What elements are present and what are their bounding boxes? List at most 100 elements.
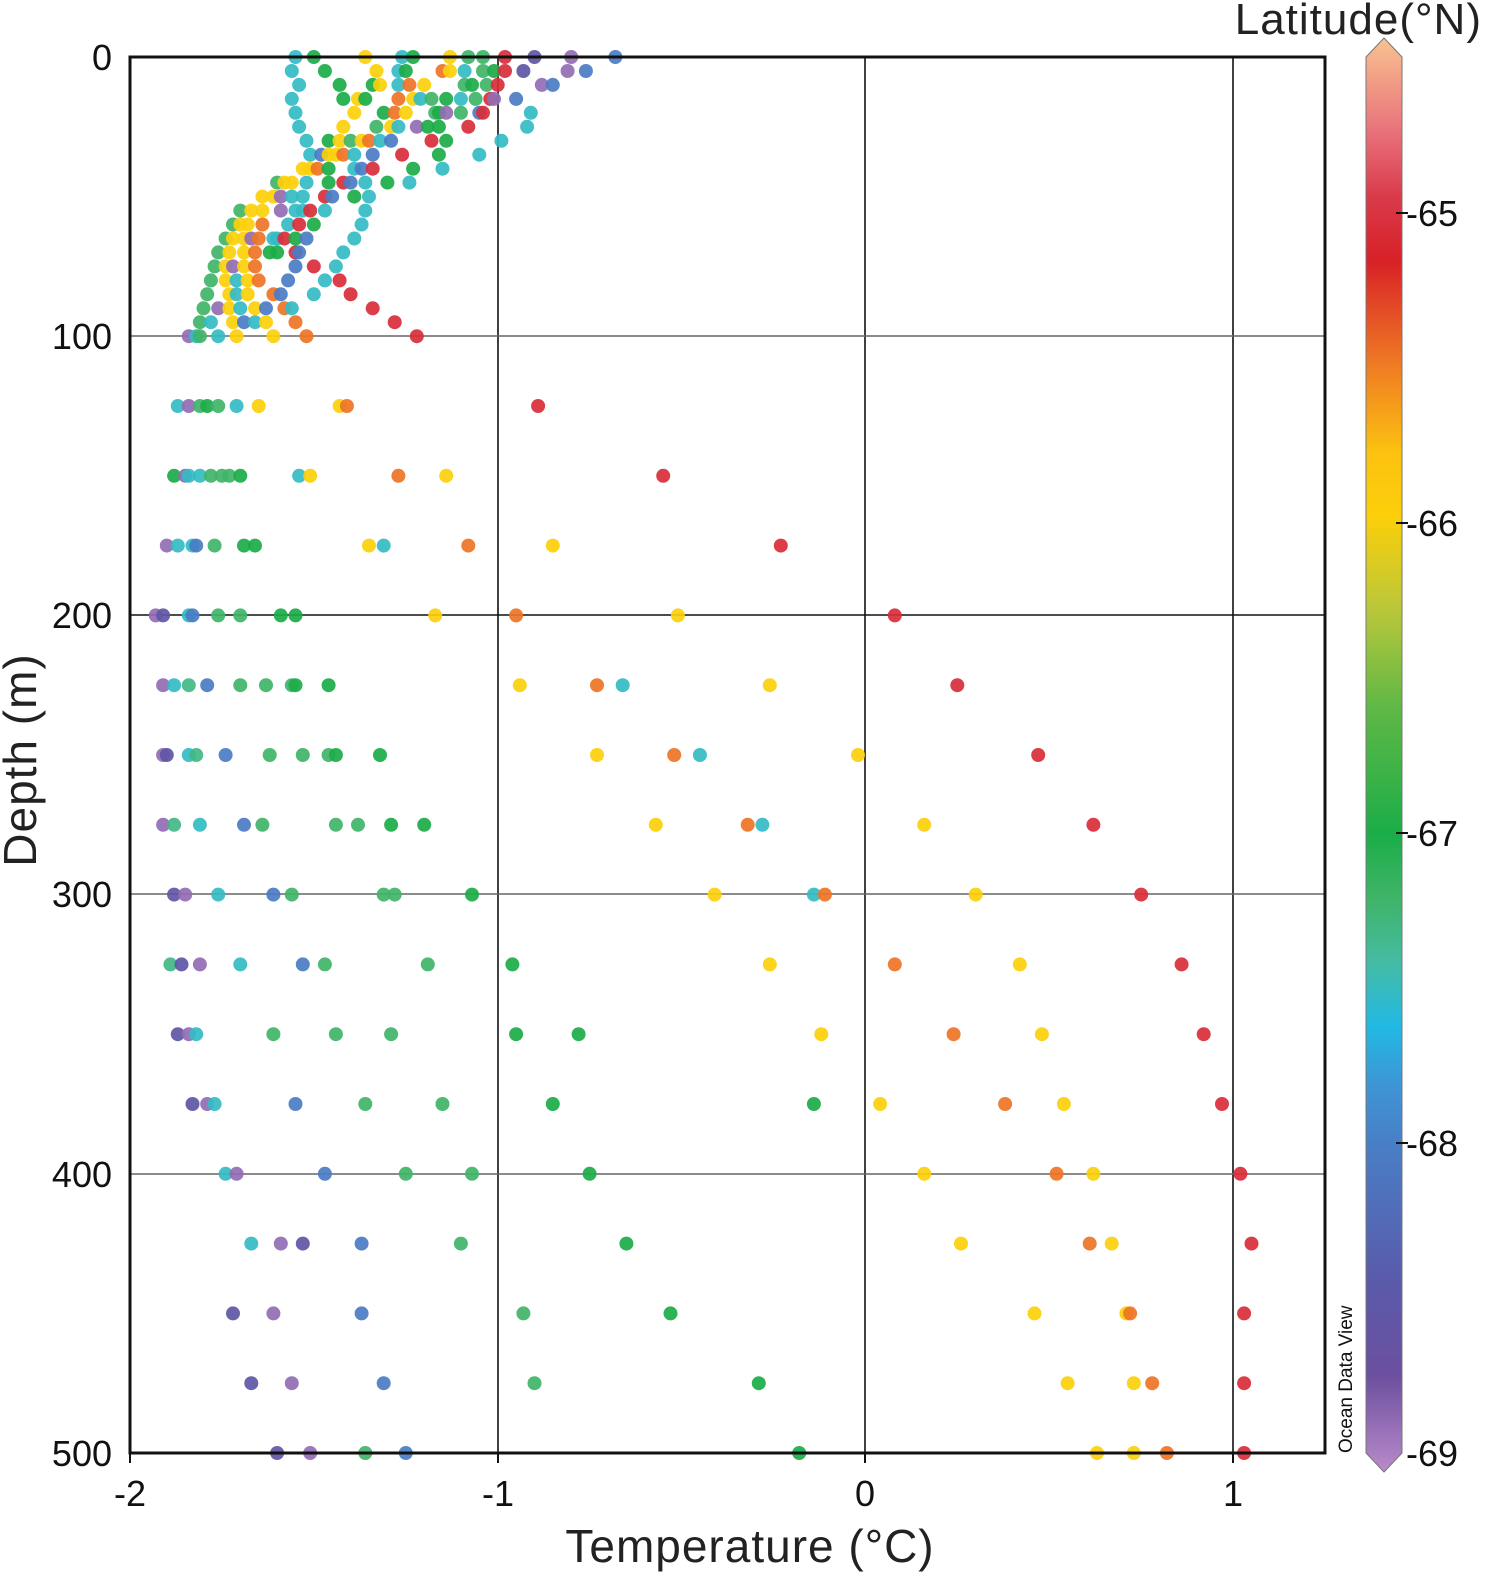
data-point — [222, 468, 237, 483]
data-point — [229, 1166, 244, 1181]
data-point — [240, 287, 255, 302]
data-point — [472, 147, 487, 162]
data-point — [156, 678, 171, 693]
data-point — [270, 245, 285, 260]
colorbar-tick-label: -68 — [1406, 1123, 1458, 1164]
data-point — [218, 748, 233, 762]
data-point — [373, 77, 387, 92]
data-point — [203, 468, 218, 483]
data-point — [461, 119, 476, 134]
data-point — [376, 1376, 391, 1391]
data-point — [244, 1236, 259, 1251]
data-point — [387, 315, 402, 330]
data-point — [1123, 1306, 1138, 1321]
y-tick-label: 200 — [52, 595, 112, 636]
data-point — [1145, 1376, 1160, 1391]
data-point — [365, 301, 380, 316]
data-point — [248, 259, 262, 274]
data-point — [354, 1236, 369, 1251]
data-point — [516, 1306, 531, 1321]
data-point — [170, 1027, 185, 1042]
data-point — [578, 64, 593, 78]
data-point — [615, 678, 630, 693]
data-point — [707, 887, 722, 902]
data-point — [384, 1027, 399, 1042]
data-point — [181, 468, 196, 483]
data-point — [1244, 1236, 1259, 1251]
data-point — [192, 817, 207, 832]
data-point — [251, 273, 266, 288]
x-tick-label: -2 — [114, 1473, 146, 1514]
data-point — [453, 1236, 468, 1251]
data-point — [266, 1027, 281, 1042]
data-point — [317, 1166, 332, 1181]
data-point — [365, 161, 380, 176]
data-point — [358, 203, 373, 218]
data-point — [233, 203, 248, 218]
data-point — [284, 887, 299, 902]
data-point — [509, 1027, 524, 1042]
data-point — [523, 105, 538, 120]
data-point — [259, 301, 273, 316]
data-point — [200, 399, 215, 413]
data-point — [255, 817, 270, 832]
data-point — [431, 147, 446, 162]
data-point — [273, 189, 288, 204]
data-point — [167, 678, 182, 693]
data-point — [192, 468, 207, 483]
data-point — [806, 887, 821, 902]
data-point — [189, 538, 204, 553]
data-point — [343, 287, 358, 302]
data-point — [299, 133, 314, 148]
data-point — [244, 1376, 259, 1391]
data-point — [476, 64, 490, 78]
data-point — [288, 608, 303, 623]
y-tick-label: 100 — [52, 316, 112, 357]
data-point — [211, 329, 226, 344]
colorbar-tick-label: -69 — [1406, 1433, 1458, 1474]
data-point — [306, 287, 321, 302]
data-point — [303, 468, 318, 483]
data-point — [1060, 1376, 1075, 1391]
data-points — [148, 50, 1259, 1460]
data-point — [288, 231, 303, 246]
data-point — [167, 887, 182, 902]
data-point — [181, 678, 196, 693]
data-point — [192, 957, 207, 972]
data-point — [292, 468, 307, 483]
data-point — [200, 678, 215, 693]
data-point — [229, 273, 244, 288]
data-point — [369, 119, 384, 134]
data-point — [465, 1166, 479, 1181]
data-point — [358, 175, 373, 190]
data-point — [1233, 1166, 1248, 1181]
data-point — [211, 887, 226, 902]
data-point — [317, 64, 332, 78]
data-point — [328, 817, 343, 832]
data-point — [755, 817, 770, 832]
data-point — [170, 399, 185, 413]
data-point — [1134, 887, 1149, 902]
x-axis-title: Temperature (°C) — [565, 1520, 934, 1572]
data-point — [362, 133, 376, 148]
data-point — [233, 678, 248, 693]
data-point — [295, 189, 310, 204]
data-point — [406, 161, 421, 176]
data-point — [479, 77, 494, 92]
data-point — [336, 245, 351, 260]
data-point — [369, 64, 384, 78]
data-point — [299, 329, 314, 344]
data-point — [255, 217, 270, 232]
data-point — [887, 608, 902, 623]
data-point — [917, 817, 932, 832]
colorbar-tick-label: -65 — [1406, 193, 1458, 234]
data-point — [442, 64, 457, 78]
data-point — [159, 538, 174, 553]
data-point — [571, 1027, 586, 1042]
data-point — [358, 1097, 373, 1111]
data-point — [273, 1236, 288, 1251]
data-point — [332, 133, 347, 148]
data-point — [303, 147, 318, 162]
data-point — [273, 608, 288, 623]
data-point — [226, 231, 240, 246]
